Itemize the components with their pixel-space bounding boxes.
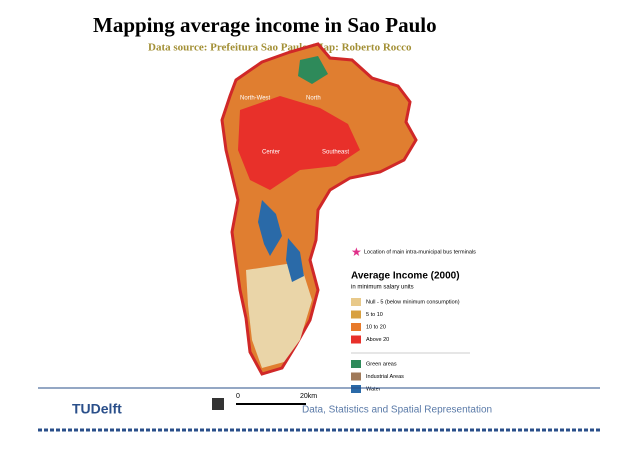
legend-swatch — [351, 310, 361, 319]
legend-terminals: Location of main intra-municipal bus ter… — [364, 249, 476, 255]
legend-swatch — [351, 360, 361, 368]
legend-swatch — [351, 385, 361, 393]
logo: TUDelft — [72, 401, 122, 417]
scale-end: 20km — [300, 393, 317, 400]
center-zone — [238, 96, 360, 190]
scale-start: 0 — [236, 393, 240, 400]
map-label: Southeast — [322, 150, 349, 156]
legend-title: Average Income (2000) — [351, 271, 460, 282]
legend-label: Industrial Areas — [366, 374, 404, 380]
subtitle: Data source: Prefeitura Sao Paulo, Map: … — [148, 42, 412, 54]
legend-swatch — [351, 372, 361, 381]
legend-label: 5 to 10 — [366, 312, 383, 318]
legend-swatch — [351, 323, 361, 331]
legend-subtitle: in minimum salary units — [351, 285, 414, 291]
north-arrow — [212, 398, 224, 410]
legend-swatch — [351, 298, 361, 306]
legend-label: Null - 5 (below minimum consumption) — [366, 299, 460, 305]
legend: ★ Location of main intra-municipal bus t… — [351, 245, 476, 393]
legend-swatch — [351, 335, 361, 344]
legend-label: 10 to 20 — [366, 324, 386, 330]
title: Mapping average income in Sao Paulo — [93, 13, 437, 37]
legend-label: Green areas — [366, 361, 397, 367]
star-icon: ★ — [351, 245, 362, 259]
water — [258, 200, 282, 256]
footer-course: Data, Statistics and Spatial Representat… — [302, 405, 492, 416]
green-area — [298, 56, 328, 84]
map-label: North — [306, 96, 321, 102]
map-label: North-West — [240, 96, 271, 102]
legend-label: Above 20 — [366, 337, 389, 343]
legend-label: Water — [366, 386, 381, 392]
map-label: Center — [262, 150, 280, 156]
water — [286, 238, 304, 282]
south-zone — [246, 262, 312, 368]
map: North-West North Center Southeast — [220, 42, 418, 376]
